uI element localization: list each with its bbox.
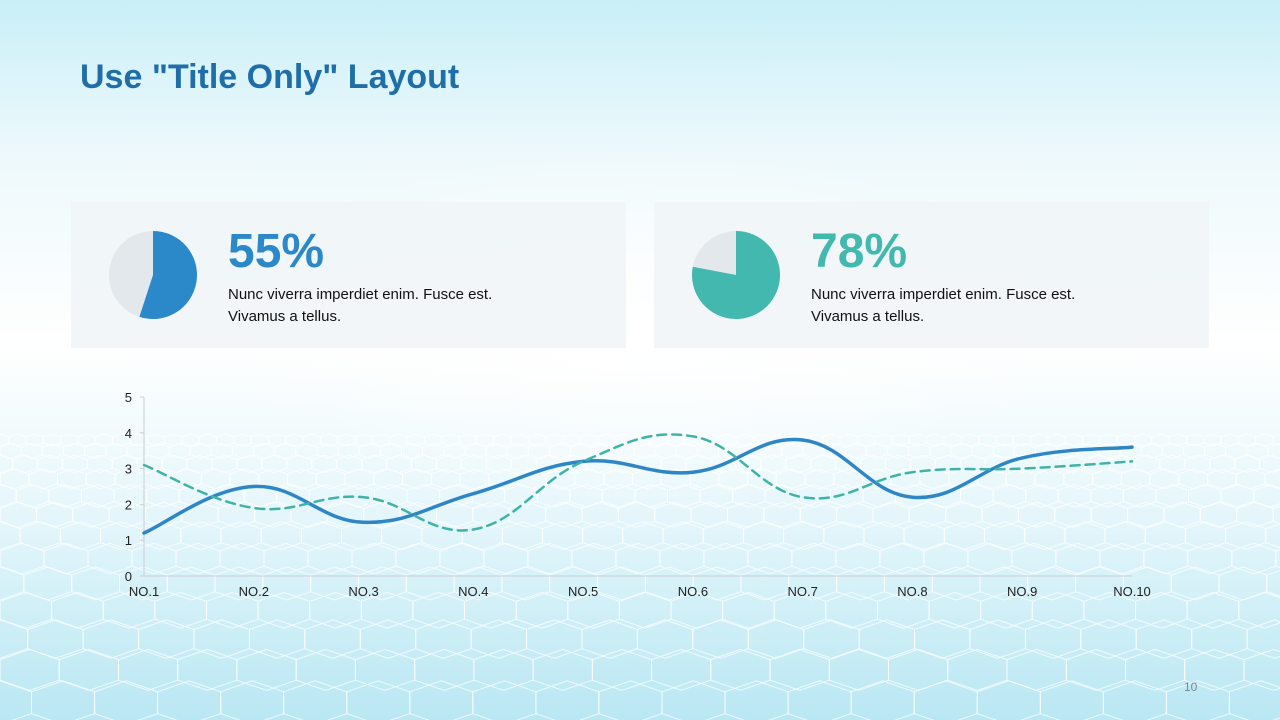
chart-axes <box>140 396 1132 577</box>
x-tick-label: NO.10 <box>1113 584 1151 599</box>
stat-1-description-line1: Nunc viverra imperdiet enim. Fusce est. <box>228 286 493 303</box>
stat-2-description-line1: Nunc viverra imperdiet enim. Fusce est. <box>811 286 1076 303</box>
y-tick-label: 0 <box>125 569 132 584</box>
y-tick-label: 5 <box>125 390 132 405</box>
stat-card-1: 55% Nunc viverra imperdiet enim. Fusce e… <box>71 202 626 348</box>
stat-card-2: 78% Nunc viverra imperdiet enim. Fusce e… <box>654 202 1209 348</box>
y-tick-label: 2 <box>125 497 132 512</box>
x-tick-label: NO.7 <box>787 584 817 599</box>
x-tick-label: NO.8 <box>897 584 927 599</box>
x-tick-label: NO.9 <box>1007 584 1037 599</box>
stat-1-description: Nunc viverra imperdiet enim. Fusce est. … <box>228 284 588 328</box>
y-tick-label: 4 <box>125 426 132 441</box>
slide-title: Use "Title Only" Layout <box>80 58 460 96</box>
x-tick-label: NO.3 <box>348 584 378 599</box>
page-number: 10 <box>1184 680 1198 694</box>
y-tick-label: 3 <box>125 462 132 477</box>
y-tick-label: 1 <box>125 533 132 548</box>
series-2-line <box>142 433 1134 532</box>
stat-2-description-line2: Vivamus a tellus. <box>811 308 925 325</box>
pie-2-slice <box>692 231 781 319</box>
pie-1-slice <box>139 231 197 319</box>
x-tick-label: NO.1 <box>129 584 159 599</box>
pie-chart-1 <box>109 231 197 319</box>
series-1-line <box>142 437 1134 535</box>
x-tick-label: NO.6 <box>678 584 708 599</box>
stat-1-value: 55% <box>228 225 325 278</box>
stat-2-value: 78% <box>811 225 908 278</box>
stat-2-description: Nunc viverra imperdiet enim. Fusce est. … <box>811 284 1171 328</box>
x-tick-label: NO.4 <box>458 584 488 599</box>
x-tick-label: NO.5 <box>568 584 598 599</box>
x-tick-label: NO.2 <box>239 584 269 599</box>
stat-1-description-line2: Vivamus a tellus. <box>228 308 342 325</box>
pie-chart-2 <box>692 231 781 319</box>
